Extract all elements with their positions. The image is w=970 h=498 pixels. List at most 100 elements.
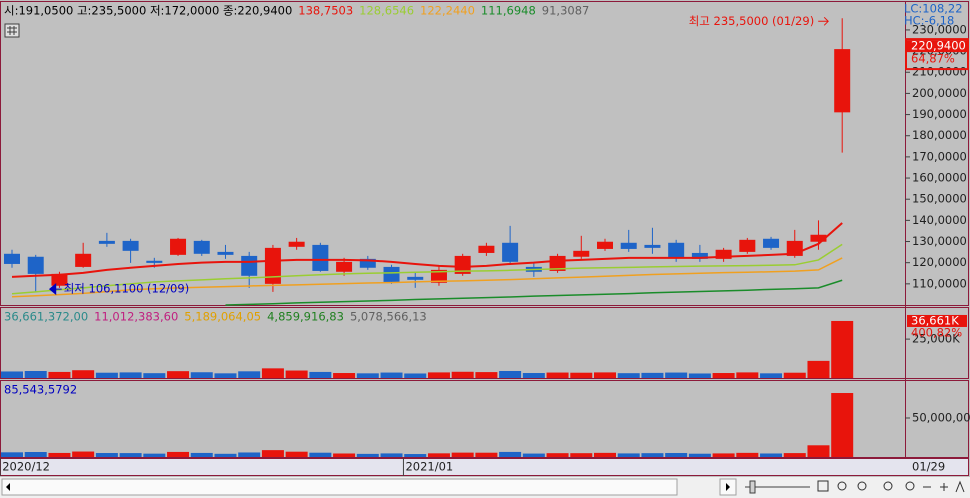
y-tick-label: 25,000K (912, 332, 960, 346)
bar (238, 452, 261, 457)
x-tick-label: 2021/01 (405, 460, 453, 474)
y-tick-label: 190,0000 (912, 107, 967, 121)
bar (309, 452, 332, 457)
x-tick-label: 2020/12 (2, 460, 50, 474)
bar (143, 373, 166, 378)
legend-text: 111,6948 (481, 4, 536, 18)
scroll-track[interactable] (1, 478, 678, 496)
bar (214, 453, 237, 457)
legend-text: 85,543,5792 (4, 383, 77, 397)
zoom-thumb[interactable] (749, 480, 756, 494)
candle-body (644, 244, 661, 248)
toolbar-icons[interactable] (817, 480, 965, 493)
bar (522, 373, 545, 378)
candle-body (241, 255, 258, 276)
bar (190, 372, 213, 378)
bar (736, 372, 759, 378)
date-axis-strip (0, 458, 969, 476)
moving-average (11, 222, 843, 278)
candle-body (430, 269, 447, 283)
candle-body (98, 240, 115, 244)
min-arrow (48, 283, 62, 296)
legend-text: 122,2440 (420, 4, 475, 18)
bar (807, 360, 830, 378)
value-box (907, 314, 967, 327)
bar (665, 372, 688, 378)
bar (356, 373, 379, 378)
bar (475, 452, 498, 457)
bar (261, 450, 284, 457)
volume-panel-border (0, 307, 969, 379)
y-tick-label: 130,0000 (912, 234, 967, 248)
legend-text: 128,6546 (359, 4, 414, 18)
y-tick-label: 160,0000 (912, 171, 967, 185)
bar (167, 371, 190, 378)
bar (570, 453, 593, 457)
bar (427, 453, 450, 457)
candle-body (4, 253, 20, 264)
bar (688, 373, 711, 378)
bar (24, 371, 47, 378)
y-tick-label: 180,0000 (912, 128, 967, 142)
bar (143, 453, 166, 457)
candle-body (193, 240, 210, 254)
bar (546, 453, 569, 457)
bar (1, 371, 23, 378)
bar (95, 372, 118, 378)
bar (760, 453, 783, 457)
grid-icon[interactable] (4, 23, 20, 38)
bar (309, 371, 332, 378)
corner-text: LC:108,22 (904, 2, 963, 16)
scroll-right[interactable] (726, 483, 730, 491)
legend-text: 시:191,0500 고:235,5000 저:172,0000 종:220,9… (4, 4, 292, 18)
bar (380, 453, 403, 457)
grid-icon-lines (7, 26, 17, 35)
corner-text: HC:-6,18 (904, 14, 954, 28)
y-tick-label: 170,0000 (912, 149, 967, 163)
y-tick-label: 50,000,000 (912, 410, 970, 424)
legend-text: 36,661,372,00 (4, 310, 88, 324)
bar (167, 451, 190, 457)
bar (404, 373, 427, 378)
y-tick-label: 120,0000 (912, 255, 967, 269)
bar (594, 452, 616, 457)
candle-body (620, 242, 637, 249)
y-tick-label: 110,0000 (912, 276, 967, 290)
y-tick-label: 210,0000 (912, 65, 967, 79)
bar (570, 372, 593, 378)
candle-body (834, 49, 851, 113)
moving-average (11, 257, 843, 298)
bar (688, 453, 711, 457)
y-tick-label: 140,0000 (912, 213, 967, 227)
scroll-left[interactable] (6, 483, 10, 491)
bar (333, 453, 356, 457)
change-rate: 64,87% (911, 52, 955, 66)
price-box (907, 40, 967, 53)
y-tick-label: 200,0000 (912, 86, 967, 100)
bar (285, 451, 308, 457)
bar (451, 452, 474, 457)
bar (783, 453, 806, 457)
bar (760, 373, 783, 378)
bar (72, 370, 95, 378)
candle-body (763, 238, 780, 248)
bar (783, 372, 806, 378)
bar (48, 371, 71, 378)
bar (522, 453, 545, 457)
bar (499, 371, 522, 378)
bar (712, 373, 735, 378)
candle-body (715, 249, 732, 259)
value-panel-border (0, 380, 969, 458)
bar (499, 451, 522, 457)
candle-body (478, 245, 495, 253)
bar (72, 451, 95, 457)
bar (617, 373, 640, 378)
legend-text: 4,859,916,83 (267, 310, 344, 324)
price-box-frame (905, 38, 969, 71)
candle-body (573, 250, 590, 257)
bar (238, 371, 261, 378)
legend-text: 138,7503 (298, 4, 353, 18)
candle-body (454, 255, 471, 274)
bar (831, 320, 854, 378)
bar (712, 453, 735, 457)
